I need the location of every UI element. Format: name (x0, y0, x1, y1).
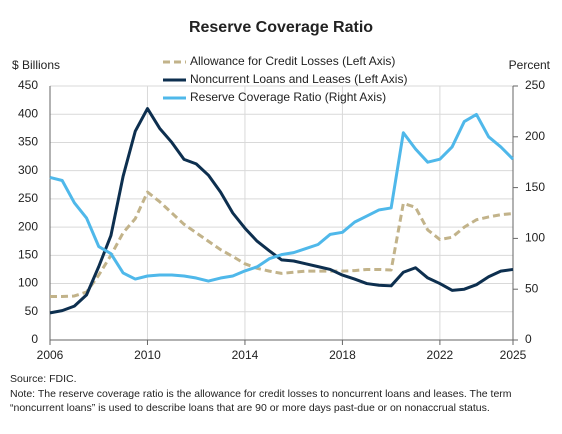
y-axis-title: $ Billions (12, 58, 60, 72)
x-tick-label: 2022 (427, 348, 454, 362)
x-tick-label: 2010 (134, 348, 161, 362)
y-tick-label: 200 (18, 219, 38, 233)
y2-axis-title: Percent (509, 58, 551, 72)
series-line (49, 107, 514, 315)
x-tick-label: 2014 (232, 348, 259, 362)
x-tick-label: 2018 (329, 348, 356, 362)
y2-tick-label: 250 (525, 78, 545, 92)
note: Note: The reserve coverage ratio is the … (10, 388, 512, 414)
series-line (50, 190, 514, 299)
y2-tick-label: 200 (525, 129, 545, 143)
y2-tick-label: 100 (525, 231, 545, 245)
y-tick-label: 50 (25, 304, 39, 318)
y-tick-label: 350 (18, 135, 38, 149)
y2-tick-label: 0 (525, 332, 532, 346)
legend-label: Allowance for Credit Losses (Left Axis) (190, 54, 395, 68)
source: Source: FDIC. (10, 373, 77, 385)
y-tick-label: 150 (18, 248, 38, 262)
legend-label: Reserve Coverage Ratio (Right Axis) (190, 90, 386, 104)
y-tick-label: 250 (18, 191, 38, 205)
x-tick-label: 2025 (500, 348, 527, 362)
y-tick-label: 400 (18, 106, 38, 120)
y-tick-label: 0 (31, 332, 38, 346)
y-tick-label: 100 (18, 276, 38, 290)
y2-tick-label: 50 (525, 281, 539, 295)
y-tick-label: 450 (18, 78, 38, 92)
chart: Reserve Coverage Ratio $ Billions Percen… (12, 19, 551, 362)
legend-label: Noncurrent Loans and Leases (Left Axis) (190, 72, 407, 86)
y-tick-label: 300 (18, 163, 38, 177)
series-line (49, 112, 515, 283)
x-tick-label: 2006 (37, 348, 64, 362)
y2-tick-label: 150 (525, 180, 545, 194)
chart-title: Reserve Coverage Ratio (189, 19, 373, 36)
